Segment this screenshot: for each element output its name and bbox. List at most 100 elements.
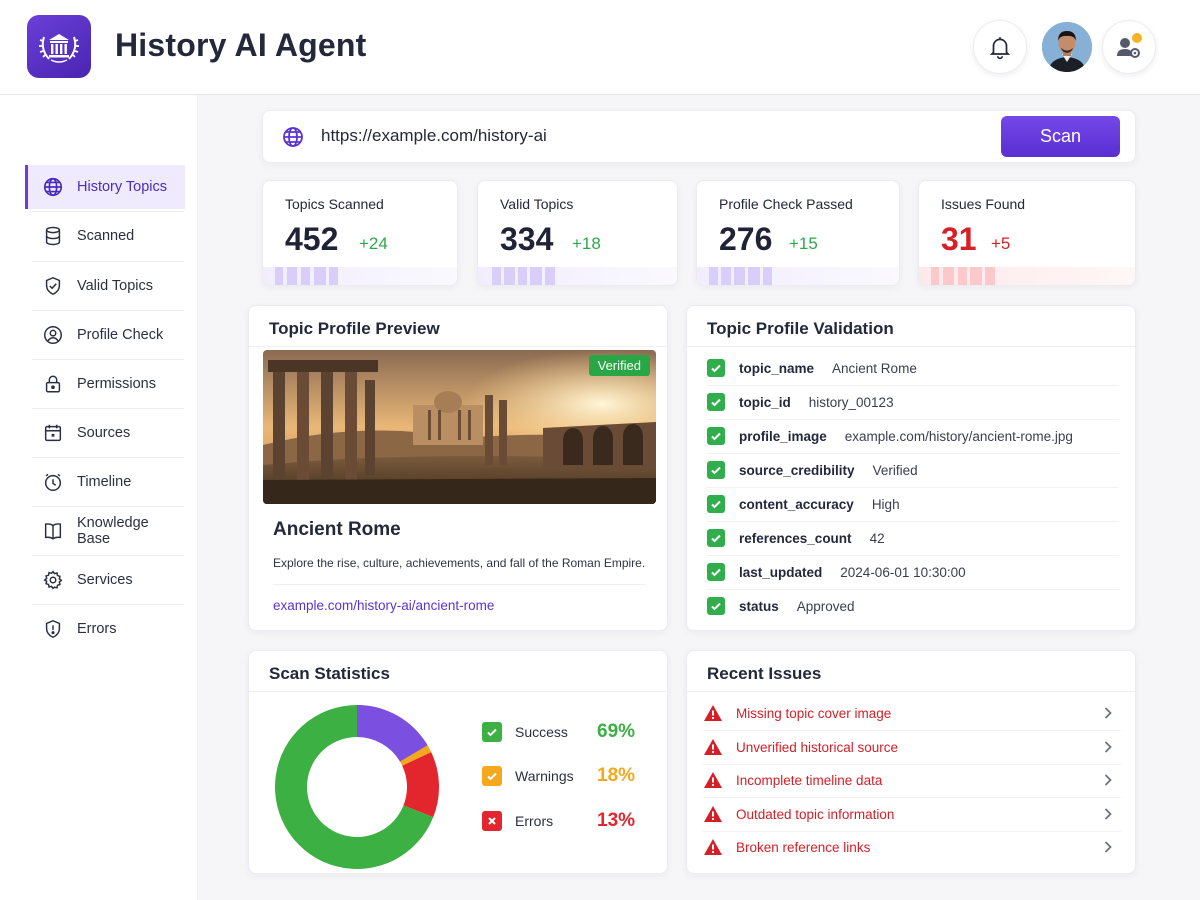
scan-statistics-panel: Scan Statistics Success 69% Warnings 18%… [248, 650, 668, 874]
issue-item[interactable]: Incomplete timeline data [703, 768, 1121, 792]
sidebar [0, 95, 198, 900]
sidebar-item-label: Valid Topics [77, 278, 154, 294]
warning-icon [704, 739, 722, 755]
validation-key: topic_name [739, 360, 815, 376]
url-scan-bar: https://example.com/history-ai Scan [262, 110, 1136, 163]
scan-donut-chart [274, 705, 439, 869]
stat-label: Profile Check Passed [719, 196, 853, 212]
topic-cover-image[interactable]: Verified [263, 350, 656, 504]
sidebar-item-timeline[interactable]: Timeline [25, 460, 185, 504]
avatar[interactable] [1042, 22, 1092, 72]
issue-text: Missing topic cover image [736, 705, 892, 721]
topic-profile-validation-panel: Topic Profile Validation topic_name Anci… [686, 305, 1136, 631]
validation-key: profile_image [739, 428, 827, 444]
issue-text: Broken reference links [736, 839, 871, 855]
validation-value: Ancient Rome [832, 360, 917, 376]
scan-button[interactable]: Scan [1001, 116, 1120, 157]
stat-sparkbar [697, 267, 899, 285]
validation-value: example.com/history/ancient-rome.jpg [844, 428, 1073, 444]
legend-percent: 13% [597, 810, 636, 831]
chevron-right-icon [1104, 841, 1112, 853]
chevron-right-icon [1104, 808, 1112, 820]
sidebar-item-scanned[interactable]: Scanned [25, 214, 185, 258]
issue-item[interactable]: Broken reference links [703, 835, 1121, 859]
topic-profile-preview-panel: Topic Profile Preview [248, 305, 668, 631]
warning-icon [704, 772, 722, 788]
database-icon [42, 225, 64, 247]
check-icon [707, 529, 725, 547]
app-title: History AI Agent [115, 27, 367, 63]
panel-title: Recent Issues [707, 664, 822, 683]
check-icon [482, 722, 502, 742]
sidebar-item-label: Services [77, 572, 133, 588]
validation-value: 42 [869, 530, 885, 546]
validation-row: source_credibility Verified [707, 458, 1127, 482]
validation-value: High [871, 496, 900, 512]
stat-sparkbar [263, 267, 457, 285]
notifications-button[interactable] [973, 20, 1027, 74]
check-icon [707, 359, 725, 377]
issue-item[interactable]: Unverified historical source [703, 735, 1121, 759]
stat-card-issues-found: Issues Found 31 +5 [918, 180, 1136, 286]
globe-icon [42, 176, 64, 198]
sidebar-item-sources[interactable]: Sources [25, 411, 185, 455]
app-header: History AI Agent [0, 0, 1200, 95]
user-settings-button[interactable] [1102, 20, 1156, 74]
validation-row: last_updated 2024-06-01 10:30:00 [707, 560, 1127, 584]
topic-link[interactable]: example.com/history-ai/ancient-rome [273, 598, 495, 613]
validation-key: content_accuracy [739, 496, 854, 512]
sidebar-item-services[interactable]: Services [25, 558, 185, 602]
stat-value: 334 [500, 221, 554, 257]
user-gear-icon [1117, 33, 1142, 58]
sidebar-item-label: Profile Check [77, 327, 164, 343]
shield-alert-icon [42, 618, 64, 640]
user-circle-icon [42, 324, 64, 346]
bell-icon [989, 37, 1011, 60]
book-icon [42, 520, 64, 542]
topic-title: Ancient Rome [273, 519, 401, 540]
legend-percent: 69% [597, 721, 636, 742]
sidebar-item-knowledge-base[interactable]: Knowledge Base [25, 509, 185, 553]
stat-sparkbar [478, 267, 677, 285]
check-icon [482, 766, 502, 786]
sidebar-item-label: Timeline [77, 474, 132, 490]
sidebar-item-label: Scanned [77, 228, 135, 244]
validation-row: topic_name Ancient Rome [707, 356, 1127, 380]
clock-icon [42, 471, 64, 493]
legend-label: Errors [515, 813, 554, 829]
check-icon [707, 461, 725, 479]
panel-title: Scan Statistics [269, 664, 390, 683]
stat-delta: +18 [572, 234, 601, 253]
validation-row: profile_image example.com/history/ancien… [707, 424, 1127, 448]
sidebar-item-profile-check[interactable]: Profile Check [25, 313, 185, 357]
stat-value: 276 [719, 221, 773, 257]
sidebar-item-permissions[interactable]: Permissions [25, 362, 185, 406]
stat-value: 452 [285, 221, 339, 257]
issue-item[interactable]: Missing topic cover image [703, 701, 1121, 725]
url-input[interactable]: https://example.com/history-ai [321, 126, 547, 145]
sidebar-item-valid-topics[interactable]: Valid Topics [25, 264, 185, 308]
sidebar-item-errors[interactable]: Errors [25, 607, 185, 651]
validation-key: topic_id [739, 394, 791, 410]
warning-icon [704, 839, 722, 855]
check-icon [707, 563, 725, 581]
validation-key: last_updated [739, 564, 823, 580]
globe-icon [283, 127, 303, 147]
stat-delta: +24 [359, 234, 388, 253]
validation-value: Approved [796, 598, 855, 614]
recent-issues-panel: Recent Issues Missing topic cover image … [686, 650, 1136, 874]
validation-row: content_accuracy High [707, 492, 1127, 516]
validation-value: Verified [872, 462, 918, 478]
issue-item[interactable]: Outdated topic information [703, 802, 1121, 826]
stat-value: 31 [941, 221, 977, 257]
stat-delta: +5 [991, 234, 1011, 253]
sidebar-item-history-topics[interactable]: History Topics [25, 165, 185, 209]
sidebar-item-label: Permissions [77, 376, 156, 392]
lock-icon [42, 373, 64, 395]
check-icon [707, 427, 725, 445]
sidebar-item-label: History Topics [77, 179, 167, 195]
temple-laurel-icon[interactable] [27, 15, 91, 78]
sidebar-item-label: Knowledge Base [77, 515, 149, 547]
chevron-right-icon [1104, 707, 1112, 719]
legend-percent: 18% [597, 765, 636, 786]
